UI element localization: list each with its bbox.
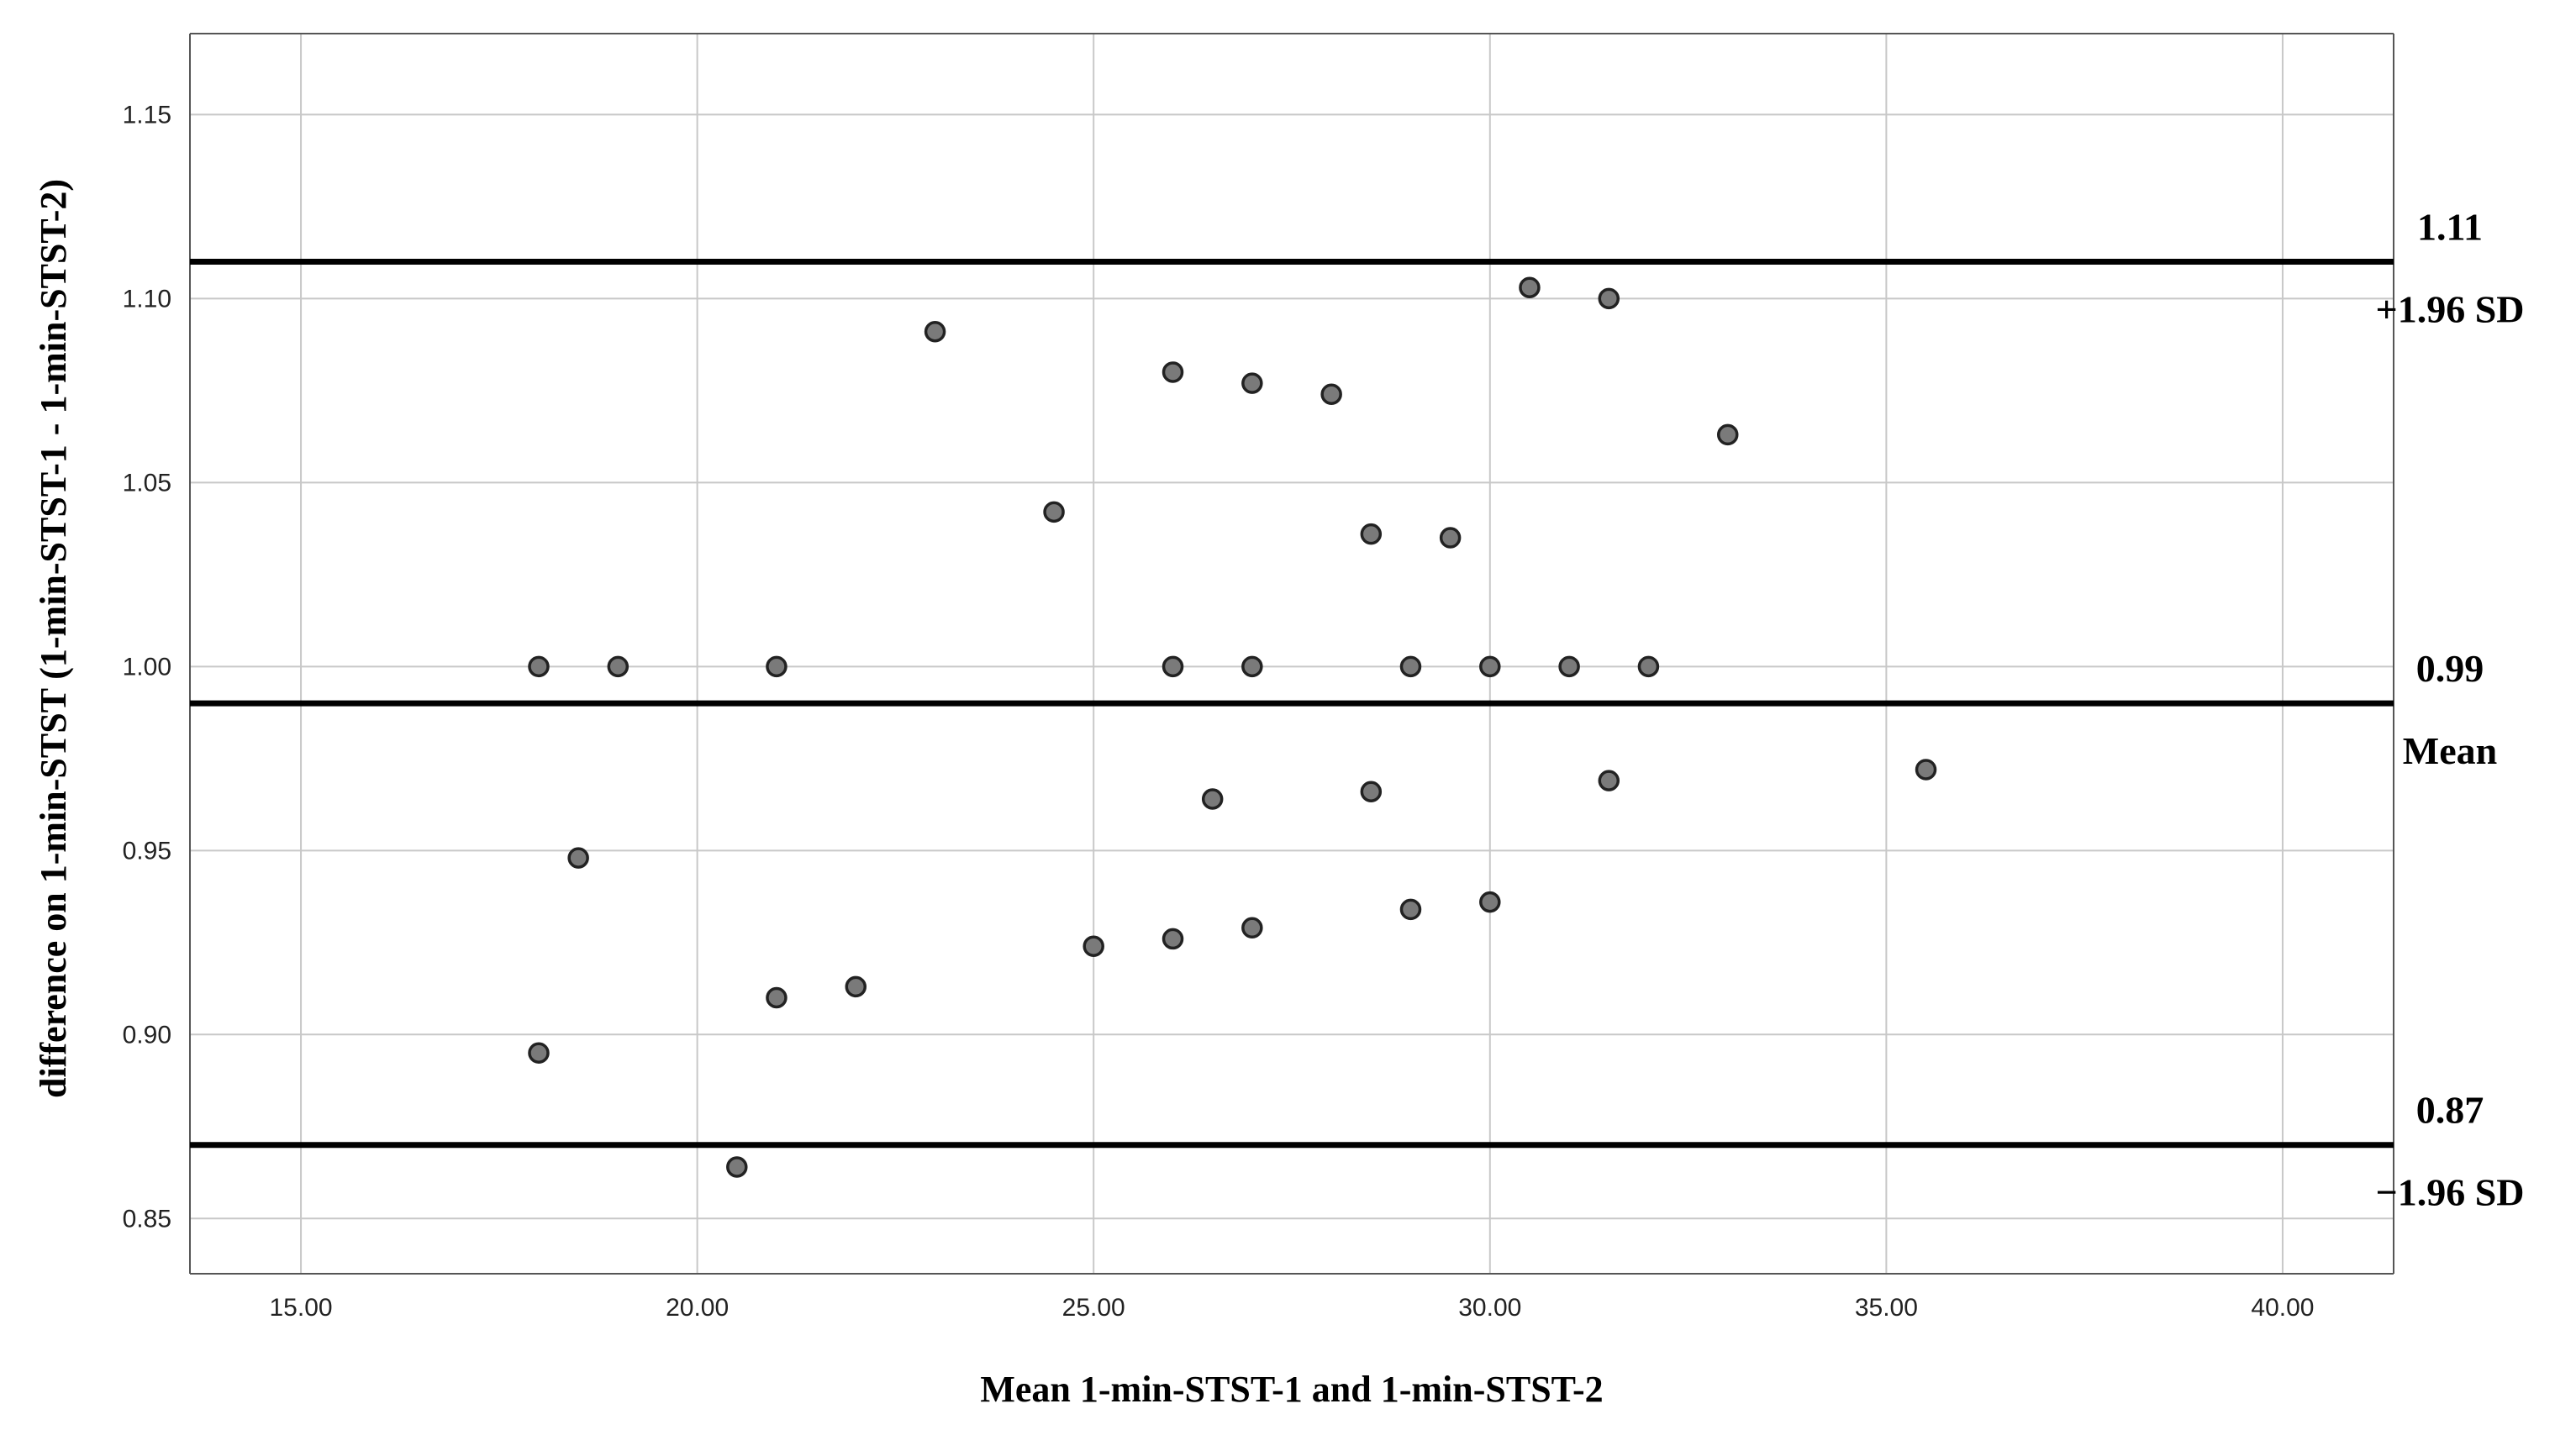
data-point [607, 655, 630, 678]
data-point [1439, 527, 1462, 549]
reference-value-label: 0.87 [2416, 1089, 2484, 1132]
data-point [1479, 655, 1501, 678]
data-point [567, 847, 589, 869]
x-axis-title: Mean 1-min-STST-1 and 1-min-STST-2 [980, 1369, 1603, 1410]
reference-name-label: +1.96 SD [2375, 288, 2524, 331]
data-point [1399, 655, 1422, 678]
data-point [1519, 276, 1541, 298]
data-point [1558, 655, 1580, 678]
data-point [1716, 423, 1739, 446]
x-tick-label: 40.00 [2251, 1294, 2314, 1322]
y-tick-label: 0.95 [123, 837, 171, 865]
data-points [528, 276, 1937, 1178]
data-point [1241, 917, 1263, 939]
data-point [1915, 759, 1937, 781]
data-point [924, 321, 946, 343]
data-point [1360, 523, 1383, 545]
y-tick-label: 1.05 [123, 469, 171, 497]
data-point [1637, 655, 1660, 678]
data-point [1598, 770, 1620, 791]
data-point [1320, 383, 1342, 405]
grid [190, 34, 2394, 1274]
y-tick-label: 1.15 [123, 101, 171, 129]
data-point [1241, 372, 1263, 394]
reference-name-label: −1.96 SD [2375, 1171, 2524, 1214]
reference-lines [190, 259, 2394, 1149]
data-point [1162, 928, 1184, 950]
x-tick-label: 20.00 [666, 1294, 729, 1322]
x-tick-label: 30.00 [1458, 1294, 1521, 1322]
data-point [1399, 898, 1422, 921]
reference-value-label: 1.11 [2417, 206, 2483, 249]
data-point [1241, 655, 1263, 678]
x-tick-label: 15.00 [270, 1294, 333, 1322]
reference-name-label: Mean [2403, 729, 2497, 772]
axes [189, 33, 2394, 1275]
data-point [528, 655, 550, 678]
x-tick-label: 25.00 [1062, 1294, 1125, 1322]
y-axis-title: difference on 1-min-STST (1-min-STST-1 -… [33, 179, 74, 1098]
data-point [845, 975, 867, 998]
data-point [1083, 935, 1104, 957]
y-tick-label: 1.00 [123, 653, 171, 681]
y-tick-labels: 0.85 0.90 0.95 1.00 1.05 1.10 1.15 [123, 101, 171, 1233]
data-point [1162, 655, 1184, 678]
data-point [766, 986, 788, 1009]
y-tick-label: 0.85 [123, 1205, 171, 1233]
data-point [528, 1042, 550, 1064]
data-point [726, 1156, 748, 1178]
x-tick-label: 35.00 [1855, 1294, 1918, 1322]
reference-line-labels: 1.11 +1.96 SD 0.99 Mean 0.87 −1.96 SD [2375, 206, 2524, 1214]
reference-value-label: 0.99 [2416, 647, 2484, 690]
data-point [1479, 891, 1501, 913]
y-tick-label: 0.90 [123, 1021, 171, 1049]
data-point [1360, 781, 1383, 802]
data-point [1201, 788, 1224, 810]
x-tick-labels: 15.00 20.00 25.00 30.00 35.00 40.00 [270, 1294, 2315, 1322]
data-point [1043, 501, 1065, 523]
data-point [1162, 361, 1184, 383]
data-point [766, 655, 788, 678]
y-tick-label: 1.10 [123, 285, 171, 313]
data-point [1598, 287, 1620, 310]
